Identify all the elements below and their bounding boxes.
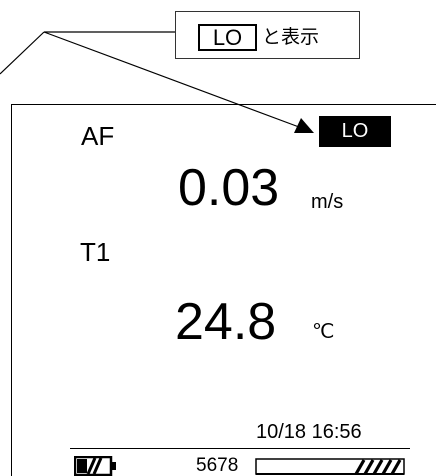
airflow-unit: m/s <box>311 191 344 213</box>
status-bar-divider <box>70 448 410 449</box>
airflow-value: 0.03 <box>178 159 280 217</box>
datetime-readout: 10/18 16:56 <box>256 421 362 443</box>
temperature-value: 24.8 <box>175 293 277 351</box>
lo-status-badge: LO <box>319 116 391 147</box>
callout-lo-box: LO <box>198 24 257 51</box>
leader-line-left <box>0 31 45 75</box>
device-display-screen <box>11 104 436 476</box>
airflow-label: AF <box>81 121 115 151</box>
battery-icon <box>74 456 116 476</box>
hatched-level-bar <box>255 458 405 475</box>
temperature-label: T1 <box>80 237 111 267</box>
leader-arrowhead <box>294 118 314 133</box>
annotation-callout-box <box>175 11 360 59</box>
leader-arrow-line <box>43 31 300 128</box>
temperature-unit: ℃ <box>312 321 335 343</box>
status-counter: 5678 <box>196 455 239 476</box>
callout-suffix-text: と表示 <box>262 26 320 48</box>
